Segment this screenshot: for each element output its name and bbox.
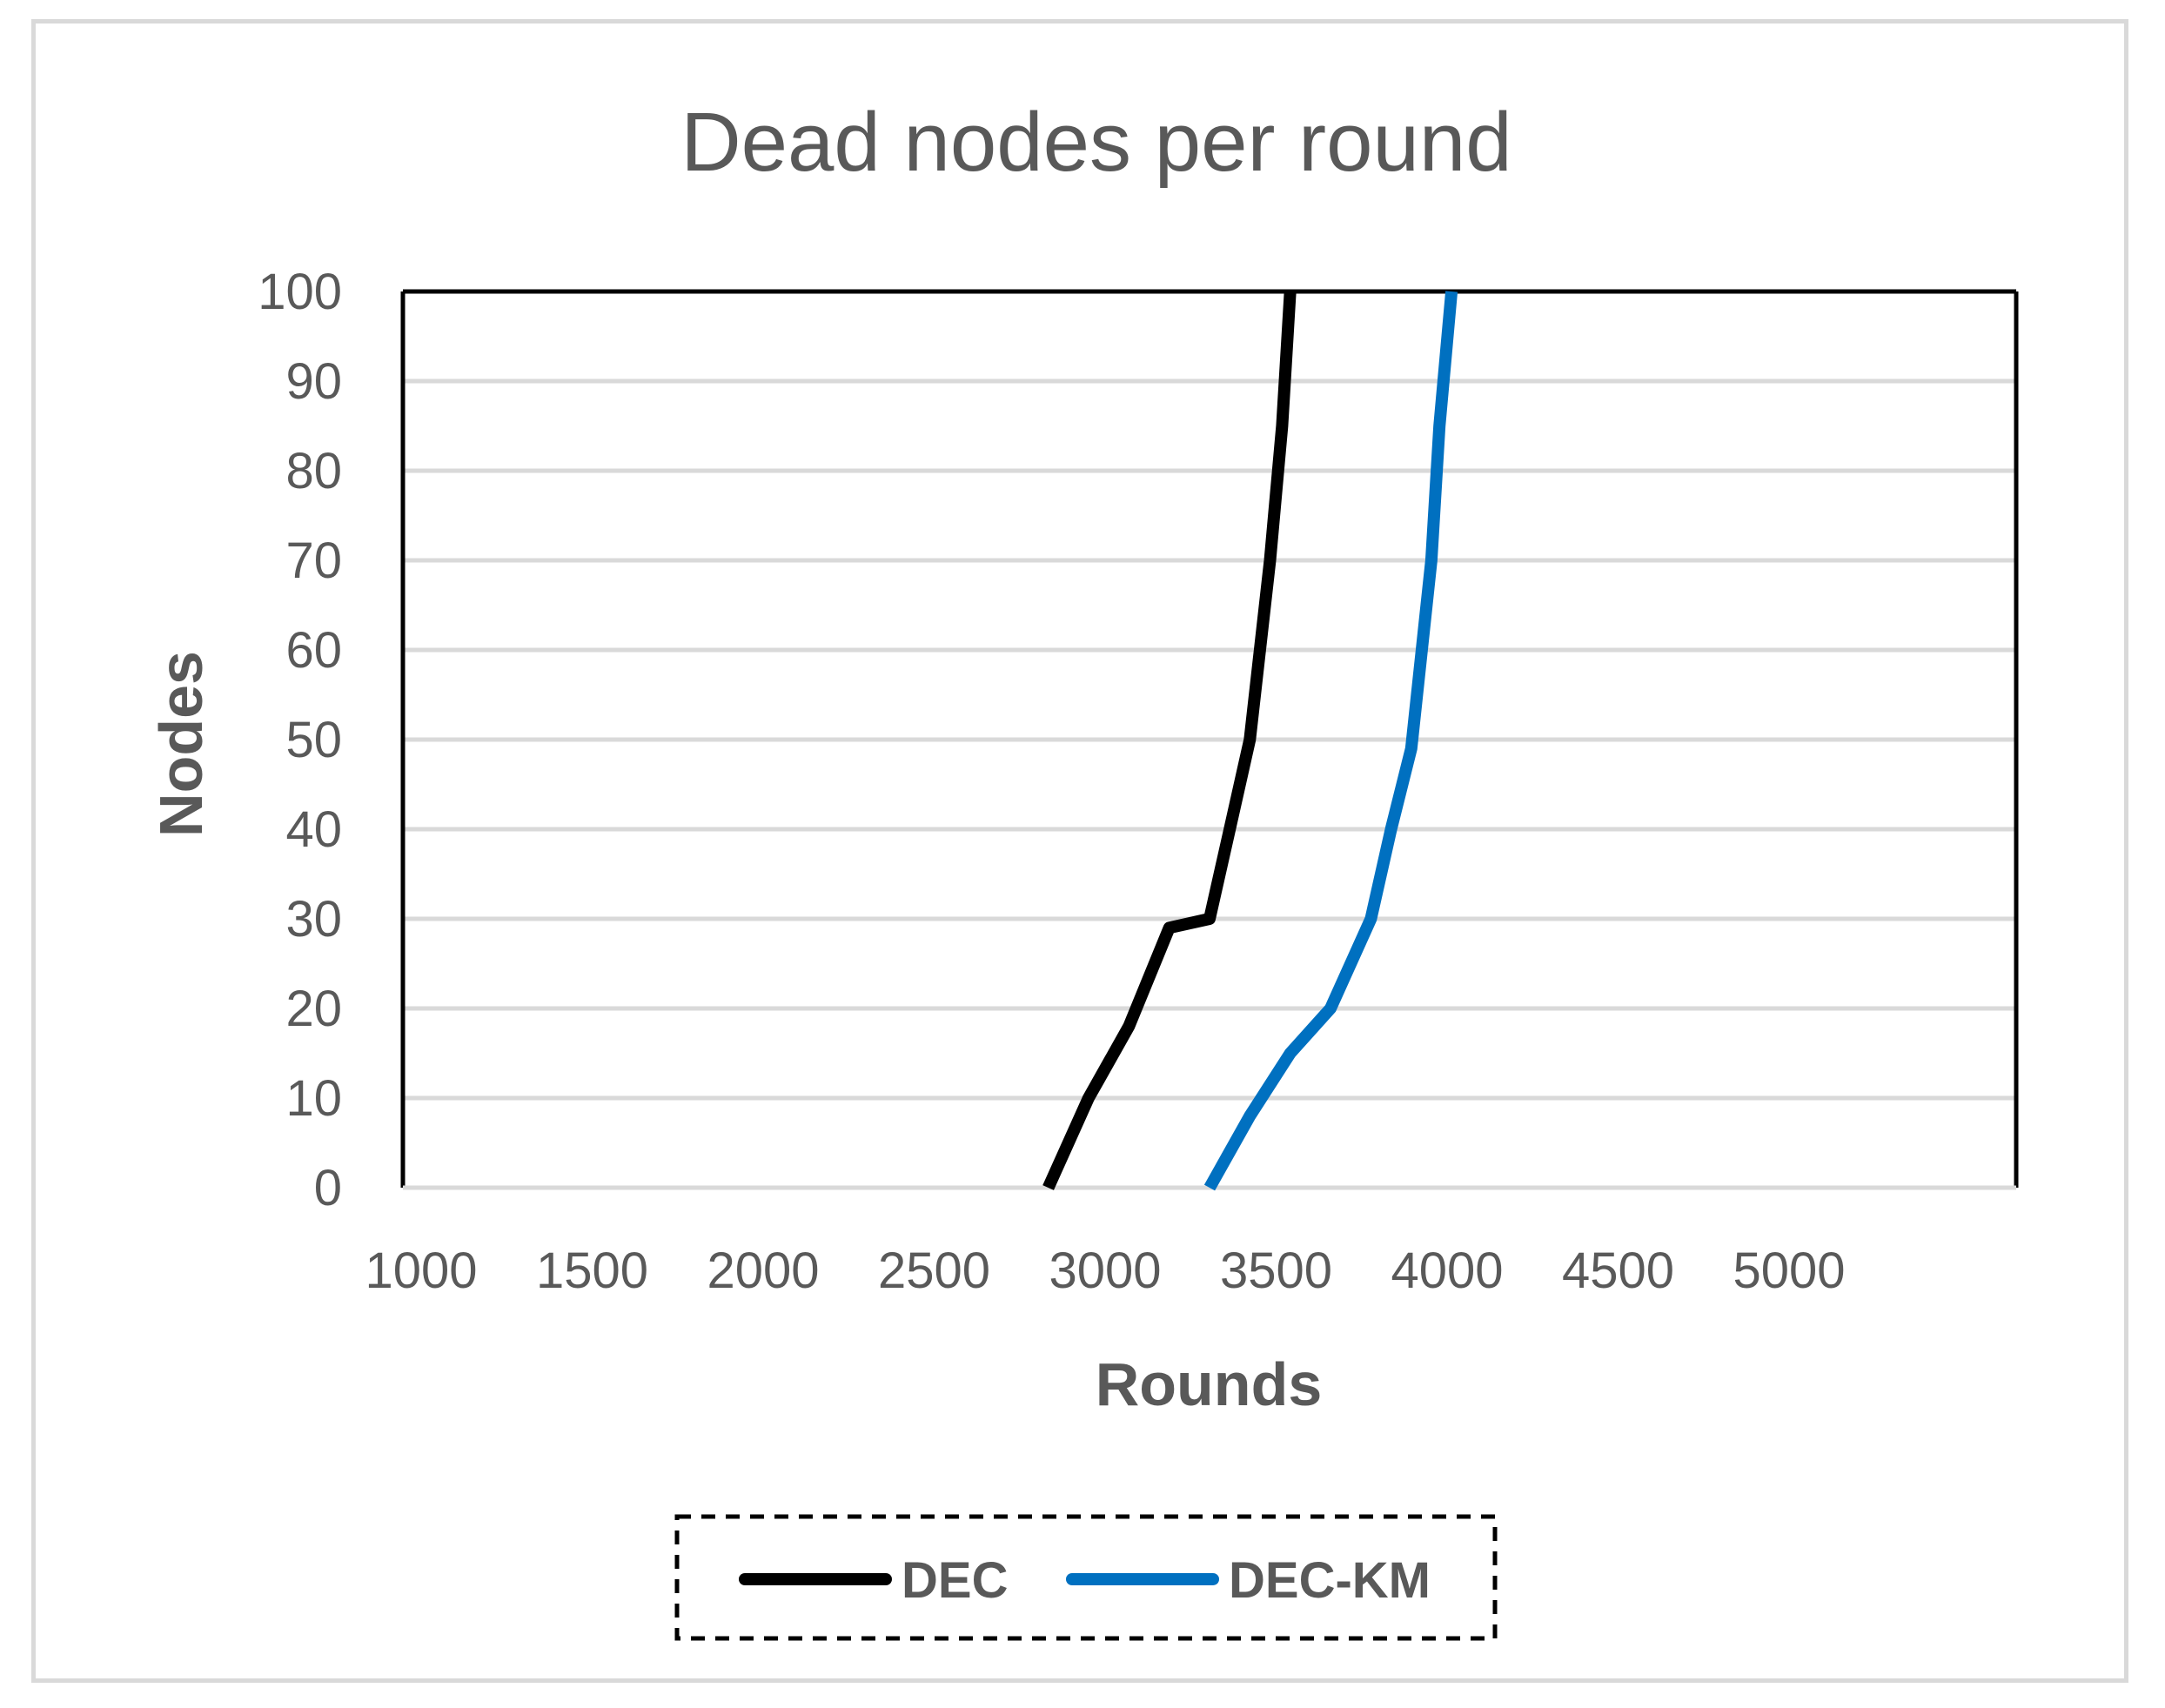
y-tick-label: 40: [285, 801, 342, 858]
x-tick-label: 1500: [536, 1242, 648, 1299]
y-tick-label: 0: [314, 1160, 342, 1216]
y-tick-label: 60: [285, 622, 342, 679]
y-tick-label: 20: [285, 981, 342, 1037]
chart-frame: [31, 19, 2128, 1683]
legend-border: [674, 1514, 1498, 1641]
legend: DEC DEC-KM: [674, 1514, 1498, 1641]
y-tick-label: 100: [258, 264, 342, 320]
x-tick-label: 1000: [365, 1242, 477, 1299]
legend-label-dec: DEC: [902, 1552, 1008, 1609]
y-tick-label: 90: [285, 353, 342, 410]
x-tick-label: 5000: [1733, 1242, 1845, 1299]
y-tick-label: 10: [285, 1070, 342, 1127]
series-line-dec: [1042, 291, 1297, 1190]
gridlines: [403, 378, 2016, 1101]
series-line-dec-km: [1203, 291, 1458, 1191]
x-axis-title: Rounds: [1096, 1350, 1323, 1418]
y-tick-label: 30: [285, 891, 342, 948]
y-tick-label: 80: [285, 443, 342, 499]
x-tick-label: 3000: [1049, 1242, 1161, 1299]
x-tick-label: 4000: [1391, 1242, 1503, 1299]
y-axis-tick-labels: 0 10 20 30 40 50 60 70 80 90 100: [258, 264, 342, 1216]
series-lines: [1042, 291, 1458, 1191]
x-tick-label: 3500: [1220, 1242, 1332, 1299]
y-axis-title: Nodes: [147, 651, 215, 837]
x-tick-label: 4500: [1562, 1242, 1674, 1299]
chart-title: Dead nodes per round: [680, 96, 1511, 189]
y-tick-label: 70: [285, 532, 342, 589]
y-tick-label: 50: [285, 712, 342, 768]
x-tick-label: 2500: [878, 1242, 990, 1299]
x-tick-label: 2000: [707, 1242, 819, 1299]
legend-label-dec-km: DEC-KM: [1229, 1552, 1431, 1609]
x-axis-tick-labels: 1000 1500 2000 2500 3000 3500 4000 4500 5000: [365, 1242, 1845, 1299]
